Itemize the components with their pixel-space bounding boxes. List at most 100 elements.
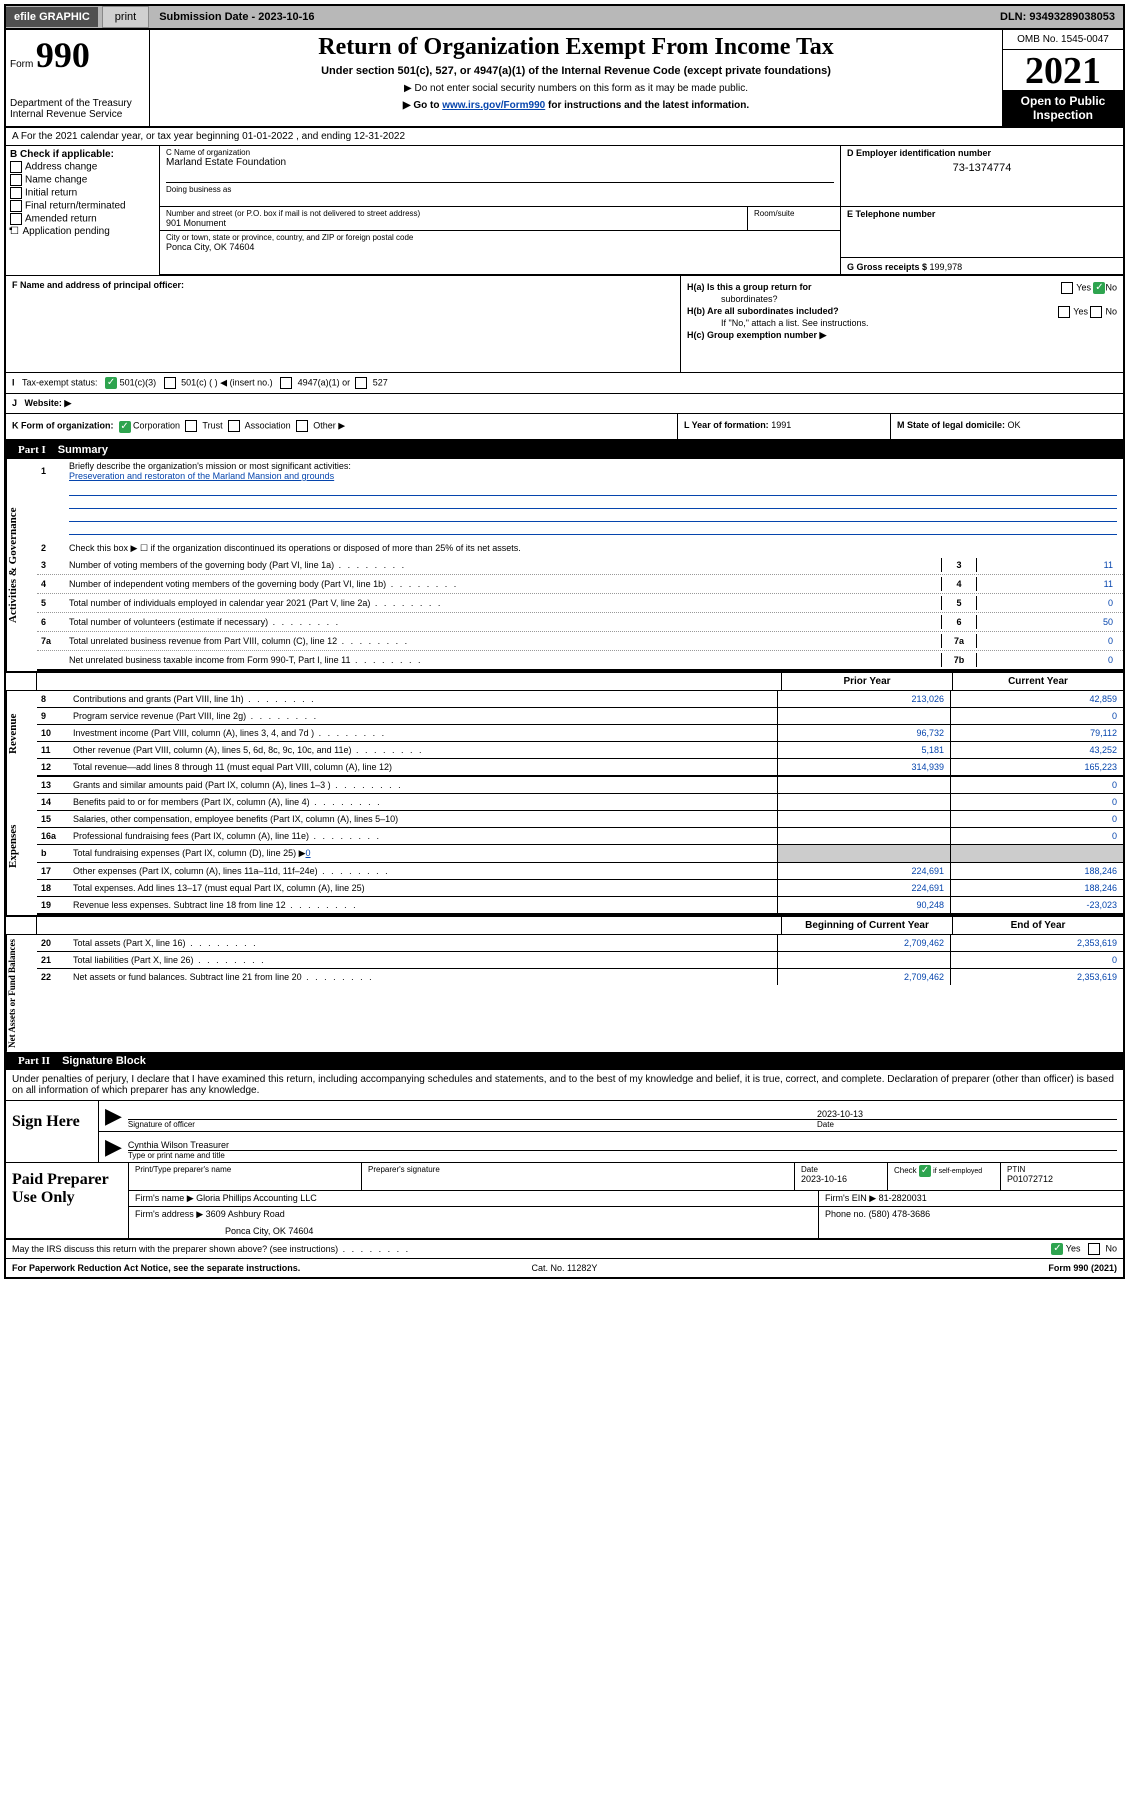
- room-box: Room/suite: [748, 207, 840, 230]
- part-1-title: Summary: [58, 444, 108, 456]
- line-17: 17Other expenses (Part IX, column (A), l…: [37, 863, 1123, 880]
- check-icon: ✓: [119, 421, 131, 433]
- l-year-formation: L Year of formation: 1991: [677, 414, 890, 438]
- line-4: 4Number of independent voting members of…: [37, 575, 1123, 594]
- room-label: Room/suite: [754, 209, 834, 218]
- h-b: H(b) Are all subordinates included? Yes …: [687, 306, 1117, 316]
- org-name-label: C Name of organization: [166, 148, 834, 157]
- department: Department of the Treasury: [10, 98, 145, 109]
- cb-name-change[interactable]: Name change: [10, 174, 155, 186]
- vtab-governance: Activities & Governance: [6, 459, 37, 671]
- prep-row-2: Firm's name ▶ Gloria Phillips Accounting…: [129, 1191, 1123, 1207]
- signature-date-box: 2023-10-13 Date: [817, 1109, 1117, 1129]
- line-7b: Net unrelated business taxable income fr…: [37, 651, 1123, 671]
- f-label: F Name and address of principal officer:: [12, 280, 674, 290]
- expenses-section: Expenses 13Grants and similar amounts pa…: [6, 777, 1123, 915]
- paperwork-notice: For Paperwork Reduction Act Notice, see …: [12, 1263, 380, 1273]
- arrow-icon: ▶: [105, 1134, 122, 1160]
- dba-label: Doing business as: [166, 185, 834, 194]
- efile-graphic-label: efile GRAPHIC: [6, 7, 98, 27]
- check-icon: ✓: [105, 377, 117, 389]
- sub3-pre: ▶ Go to: [403, 100, 442, 111]
- omb-number: OMB No. 1545-0047: [1003, 30, 1123, 50]
- vtab-revenue: Revenue: [6, 691, 37, 777]
- form-990-page: efile GRAPHIC print Submission Date - 20…: [4, 4, 1125, 1279]
- governance-section: Activities & Governance 1 Briefly descri…: [6, 459, 1123, 671]
- header: Form 990 Department of the Treasury Inte…: [6, 30, 1123, 128]
- header-title-block: Return of Organization Exempt From Incom…: [150, 30, 1002, 126]
- col-b-checkboxes: B Check if applicable: Address change Na…: [6, 146, 160, 275]
- part-2-title: Signature Block: [62, 1055, 146, 1067]
- line-15: 15Salaries, other compensation, employee…: [37, 811, 1123, 828]
- b-header: B Check if applicable:: [10, 149, 155, 160]
- subtitle-3: ▶ Go to www.irs.gov/Form990 for instruct…: [156, 100, 996, 111]
- line-19: 19Revenue less expenses. Subtract line 1…: [37, 897, 1123, 915]
- street-box: Number and street (or P.O. box if mail i…: [160, 207, 748, 230]
- irs-link[interactable]: www.irs.gov/Form990: [442, 100, 545, 111]
- fundraising-link[interactable]: 0: [306, 848, 311, 858]
- ein-label: D Employer identification number: [847, 148, 1117, 158]
- cb-amended-return[interactable]: Amended return: [10, 213, 155, 225]
- prep-row-1: Print/Type preparer's name Preparer's si…: [129, 1163, 1123, 1191]
- row-a-tax-year: A For the 2021 calendar year, or tax yea…: [6, 128, 1123, 146]
- col-boy: Beginning of Current Year: [781, 917, 953, 934]
- officer-name-box: Cynthia Wilson Treasurer Type or print n…: [128, 1140, 1117, 1160]
- paid-preparer-label: Paid Preparer Use Only: [6, 1163, 129, 1238]
- irs-label: Internal Revenue Service: [10, 109, 145, 120]
- line-11: 11Other revenue (Part VIII, column (A), …: [37, 742, 1123, 759]
- col-eoy: End of Year: [953, 917, 1123, 934]
- sign-here-row: Sign Here ▶ Signature of officer 2023-10…: [6, 1101, 1123, 1163]
- net-table-head: Beginning of Current Year End of Year: [6, 915, 1123, 935]
- line-12: 12Total revenue—add lines 8 through 11 (…: [37, 759, 1123, 777]
- check-icon: ✓: [1093, 282, 1105, 294]
- line-5: 5Total number of individuals employed in…: [37, 594, 1123, 613]
- open-to-public: Open to Public Inspection: [1003, 90, 1123, 126]
- line-2: 2Check this box ▶ ☐ if the organization …: [37, 541, 1123, 556]
- line-1: 1 Briefly describe the organization's mi…: [37, 459, 1123, 483]
- print-button[interactable]: print: [102, 6, 149, 28]
- form-title: Return of Organization Exempt From Incom…: [156, 34, 996, 61]
- sub3-post: for instructions and the latest informat…: [548, 100, 749, 111]
- tax-year: 2021: [1003, 50, 1123, 90]
- cb-address-change[interactable]: Address change: [10, 161, 155, 173]
- city-value: Ponca City, OK 74604: [166, 242, 834, 252]
- gross-value: 199,978: [930, 262, 963, 272]
- officer-signature-box: Signature of officer: [128, 1103, 817, 1129]
- i-tax-status-row: I Tax-exempt status: ✓ 501(c)(3) 501(c) …: [6, 373, 1123, 394]
- col-prior: Prior Year: [781, 673, 953, 690]
- line-21: 21Total liabilities (Part X, line 26)0: [37, 952, 1123, 969]
- col-c-d-e: C Name of organization Marland Estate Fo…: [160, 146, 1123, 275]
- cb-application-pending[interactable]: ☐▪Application pending: [10, 226, 155, 237]
- line-16a: 16aProfessional fundraising fees (Part I…: [37, 828, 1123, 845]
- city-label: City or town, state or province, country…: [166, 233, 834, 242]
- gross-label: G Gross receipts $: [847, 262, 930, 272]
- revenue-section: Revenue 8Contributions and grants (Part …: [6, 691, 1123, 777]
- net-assets-section: Net Assets or Fund Balances 20Total asse…: [6, 935, 1123, 1052]
- section-b-through-g: B Check if applicable: Address change Na…: [6, 146, 1123, 276]
- address-box: Number and street (or P.O. box if mail i…: [160, 207, 841, 274]
- m-state-domicile: M State of legal domicile: OK: [890, 414, 1123, 438]
- subtitle-2: ▶ Do not enter social security numbers o…: [156, 83, 996, 94]
- line-8: 8Contributions and grants (Part VIII, li…: [37, 691, 1123, 708]
- ein-box: D Employer identification number 73-1374…: [841, 146, 1123, 206]
- cb-initial-return[interactable]: Initial return: [10, 187, 155, 199]
- line-16b: bTotal fundraising expenses (Part IX, co…: [37, 845, 1123, 863]
- part-2-header: Part II Signature Block: [6, 1052, 1123, 1070]
- subtitle-1: Under section 501(c), 527, or 4947(a)(1)…: [156, 65, 996, 77]
- line-6: 6Total number of volunteers (estimate if…: [37, 613, 1123, 632]
- check-icon: ✓: [1051, 1243, 1063, 1255]
- form-label: Form: [10, 59, 33, 70]
- dln-number: DLN: 93493289038053: [992, 7, 1123, 27]
- rev-table-head: Prior Year Current Year: [6, 671, 1123, 691]
- city-box: City or town, state or province, country…: [160, 231, 840, 254]
- mission-text[interactable]: Preseveration and restoraton of the Marl…: [69, 471, 334, 481]
- cb-final-return[interactable]: Final return/terminated: [10, 200, 155, 212]
- part-1-header: Part I Summary: [6, 441, 1123, 459]
- line-20: 20Total assets (Part X, line 16)2,709,46…: [37, 935, 1123, 952]
- f-officer-box: F Name and address of principal officer:: [6, 276, 681, 372]
- header-left: Form 990 Department of the Treasury Inte…: [6, 30, 150, 126]
- k-l-m-row: K Form of organization: ✓ Corporation Tr…: [6, 414, 1123, 440]
- line-9: 9Program service revenue (Part VIII, lin…: [37, 708, 1123, 725]
- f-h-row: F Name and address of principal officer:…: [6, 276, 1123, 373]
- line-14: 14Benefits paid to or for members (Part …: [37, 794, 1123, 811]
